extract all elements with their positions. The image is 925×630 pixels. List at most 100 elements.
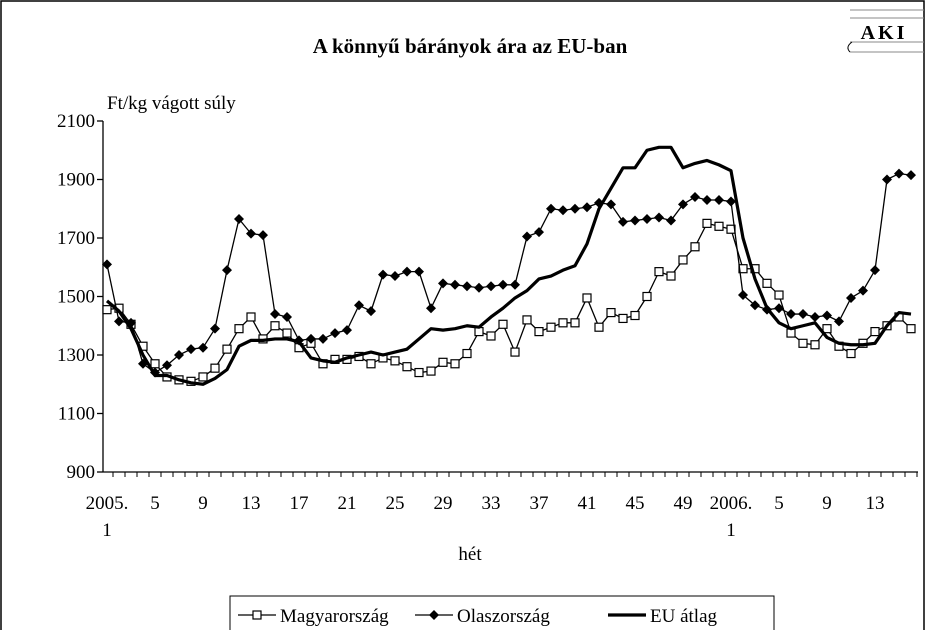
point xyxy=(402,362,412,372)
point xyxy=(282,311,292,322)
point xyxy=(690,192,700,203)
point xyxy=(582,202,592,213)
logo: AKI xyxy=(847,9,924,53)
point xyxy=(642,213,652,224)
point xyxy=(342,325,352,336)
legend-label: Olaszország xyxy=(457,606,550,627)
point xyxy=(162,360,172,371)
point xyxy=(702,218,712,228)
point xyxy=(558,205,568,216)
point xyxy=(486,331,496,341)
point xyxy=(378,269,388,280)
point xyxy=(534,227,544,238)
point xyxy=(306,333,316,344)
point xyxy=(510,279,520,290)
point xyxy=(798,338,808,348)
x-tick-label: 45 xyxy=(625,493,645,514)
point xyxy=(222,344,232,354)
point xyxy=(414,266,424,277)
point xyxy=(534,327,544,337)
point xyxy=(426,303,436,314)
point xyxy=(234,324,244,334)
point xyxy=(522,315,532,325)
point xyxy=(570,318,580,328)
x-tick-label: 37 xyxy=(529,493,549,514)
x-tick-label: 41 xyxy=(577,493,597,514)
point xyxy=(462,348,472,359)
point xyxy=(774,290,784,300)
point xyxy=(462,281,472,292)
chart-title: A könnyű bárányok ára az EU-ban xyxy=(313,34,628,58)
y-tick-label: 900 xyxy=(67,462,96,483)
point xyxy=(606,199,616,210)
legend-marker xyxy=(252,610,262,620)
point xyxy=(546,203,556,214)
x-tick-label: 25 xyxy=(385,493,405,514)
point xyxy=(834,316,844,327)
point xyxy=(366,359,376,369)
point xyxy=(114,316,124,327)
point xyxy=(618,216,628,227)
x-tick-label: 5 xyxy=(150,493,160,514)
legend-marker xyxy=(429,610,439,620)
point xyxy=(894,168,904,179)
legend-box xyxy=(229,595,775,630)
point xyxy=(714,194,724,205)
x-tick-label: 5 xyxy=(774,493,784,514)
point xyxy=(102,259,112,270)
point xyxy=(906,170,916,181)
point xyxy=(438,278,448,289)
point xyxy=(246,228,256,239)
point xyxy=(666,271,676,281)
point xyxy=(678,255,688,265)
point xyxy=(498,279,508,290)
point xyxy=(210,323,220,334)
point xyxy=(282,328,292,338)
point xyxy=(690,242,700,252)
point xyxy=(726,196,736,207)
x-tick-label: 2005. 1 xyxy=(85,493,129,541)
x-tick-label: 9 xyxy=(822,493,832,514)
point xyxy=(846,348,856,359)
point xyxy=(822,310,832,321)
point xyxy=(450,359,460,369)
x-axis-label: hét xyxy=(458,544,482,565)
point xyxy=(270,309,280,320)
point xyxy=(546,322,556,332)
point xyxy=(198,372,208,382)
point xyxy=(846,292,856,303)
point xyxy=(438,357,448,367)
point xyxy=(654,212,664,223)
point xyxy=(570,203,580,214)
x-tick-label: 33 xyxy=(481,493,501,514)
point xyxy=(582,293,592,303)
point xyxy=(762,278,772,288)
series-line xyxy=(105,145,912,386)
point xyxy=(174,350,184,360)
y-tick-label: 1300 xyxy=(57,345,95,366)
point xyxy=(450,279,460,290)
point xyxy=(102,305,112,315)
point xyxy=(810,311,820,322)
point xyxy=(270,321,280,331)
point xyxy=(330,328,340,339)
point xyxy=(642,291,652,302)
point xyxy=(366,306,376,317)
point xyxy=(666,215,676,226)
point xyxy=(198,342,208,353)
point xyxy=(630,215,640,226)
point xyxy=(606,307,616,318)
x-tick-label: 17 xyxy=(289,493,309,514)
point xyxy=(774,303,784,314)
x-tick-label: 29 xyxy=(433,493,453,514)
point xyxy=(414,367,424,378)
point xyxy=(246,312,256,322)
legend-label: Magyarország xyxy=(280,606,389,627)
point xyxy=(810,340,820,350)
point xyxy=(390,271,400,282)
point xyxy=(654,267,664,277)
point xyxy=(210,363,220,373)
